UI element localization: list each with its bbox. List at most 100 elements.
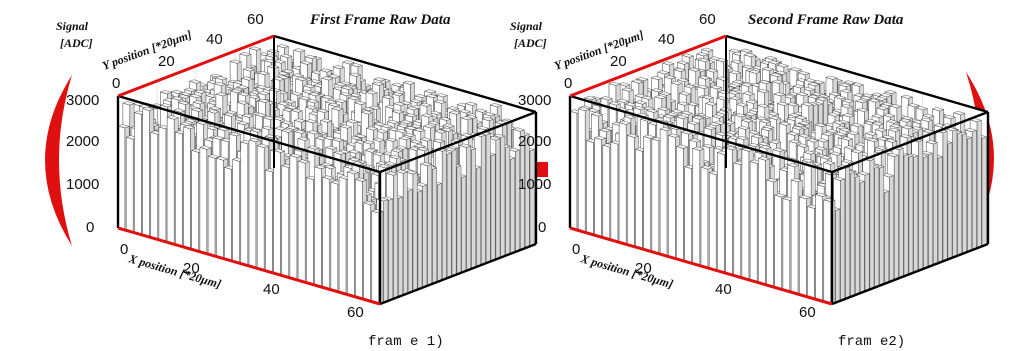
bar-top	[360, 110, 374, 115]
bar-side	[933, 142, 938, 265]
bar-top	[347, 96, 360, 101]
bar-side	[437, 183, 442, 282]
bar-top	[263, 58, 277, 63]
bar-top	[419, 102, 432, 107]
bar-top	[396, 123, 410, 128]
z-tick-3000: 3000	[66, 92, 99, 109]
bar-top	[299, 60, 313, 65]
bar-top	[324, 99, 338, 104]
chart-title: First Frame Raw Data	[309, 12, 451, 28]
bar-top	[304, 54, 317, 59]
bar-side	[923, 155, 928, 269]
bar	[150, 131, 159, 240]
caption: fram e 1)	[368, 334, 444, 350]
bar-top	[434, 99, 447, 104]
bar-top	[215, 76, 228, 81]
bar-top	[321, 76, 334, 81]
bar-top	[290, 91, 303, 96]
bar-top	[303, 84, 316, 89]
bar-top	[319, 68, 332, 73]
bar	[175, 131, 183, 248]
left-parenthesis	[45, 75, 72, 246]
bars-first-frame	[117, 44, 535, 305]
bar	[166, 117, 175, 245]
bar-top	[427, 120, 441, 125]
bar	[355, 179, 363, 300]
bar-top	[306, 99, 320, 104]
z-tick-0: 0	[86, 219, 94, 236]
bar-top	[332, 65, 345, 70]
x-tick-60: 60	[347, 304, 364, 321]
bar-top	[404, 113, 418, 118]
bar-top	[380, 124, 393, 129]
bar-side	[981, 136, 987, 246]
bar-side	[471, 148, 476, 269]
z-axis-label-line2: [ADC]	[60, 36, 93, 50]
bar-side	[412, 172, 418, 291]
x-tick-20: 20	[183, 260, 200, 277]
bar-top	[465, 101, 478, 106]
bar-side	[976, 120, 982, 248]
bar-top	[424, 89, 437, 94]
bar-top	[373, 77, 386, 82]
bar-side	[937, 156, 943, 263]
bar-top	[285, 105, 298, 110]
bar	[240, 141, 249, 267]
y-tick-20: 20	[158, 53, 175, 70]
bar-top	[489, 103, 502, 108]
bar-side	[898, 147, 904, 278]
bar-side	[952, 129, 958, 258]
bar-side	[908, 155, 914, 274]
bar-side	[510, 157, 515, 254]
bar-side	[962, 133, 967, 254]
bar-side	[481, 134, 486, 265]
bar	[248, 139, 257, 269]
bar-side	[918, 139, 923, 271]
bar	[158, 126, 167, 243]
bar-side	[972, 130, 977, 250]
bar-top	[334, 98, 347, 103]
bar-top	[488, 136, 501, 141]
bar	[199, 147, 208, 255]
bar-top	[309, 79, 323, 84]
bar-top	[409, 99, 422, 104]
bar-top	[481, 116, 494, 121]
bar-top	[327, 74, 340, 79]
bar-top	[334, 82, 347, 87]
first-frame-panel: First Frame Raw Data Signal [ADC] Y posi…	[56, 11, 538, 350]
y-tick-60: 60	[247, 11, 264, 28]
bar-side	[417, 190, 423, 289]
bar-top	[308, 92, 321, 97]
bar-top	[340, 85, 354, 90]
bar-top	[242, 67, 255, 72]
bar-side	[947, 142, 953, 259]
bar-side	[500, 135, 506, 258]
bar-top	[257, 91, 270, 96]
bar-top	[399, 119, 413, 124]
bar-side	[894, 154, 899, 280]
bar-side	[432, 167, 437, 284]
bar-top	[291, 73, 305, 78]
bar-top	[432, 139, 446, 143]
bar-side	[957, 131, 962, 256]
bar-top	[321, 95, 334, 100]
bar	[322, 176, 330, 290]
bar	[142, 108, 150, 238]
x-tick-0: 0	[120, 241, 128, 258]
bar-side	[928, 152, 933, 267]
bar	[289, 155, 298, 281]
bar-top	[277, 101, 290, 106]
bar-top	[440, 127, 454, 132]
bar-top	[249, 46, 262, 51]
bar-side	[529, 149, 535, 246]
bar-top	[276, 44, 290, 49]
bar-top	[425, 94, 439, 98]
bar-top	[301, 89, 315, 94]
bar-top	[236, 85, 249, 90]
bar-top	[405, 126, 418, 131]
bar	[134, 112, 142, 236]
bar-top	[434, 129, 447, 134]
bar	[207, 155, 216, 257]
bar-top	[342, 60, 355, 65]
z-tick-2000: 2000	[66, 133, 99, 150]
